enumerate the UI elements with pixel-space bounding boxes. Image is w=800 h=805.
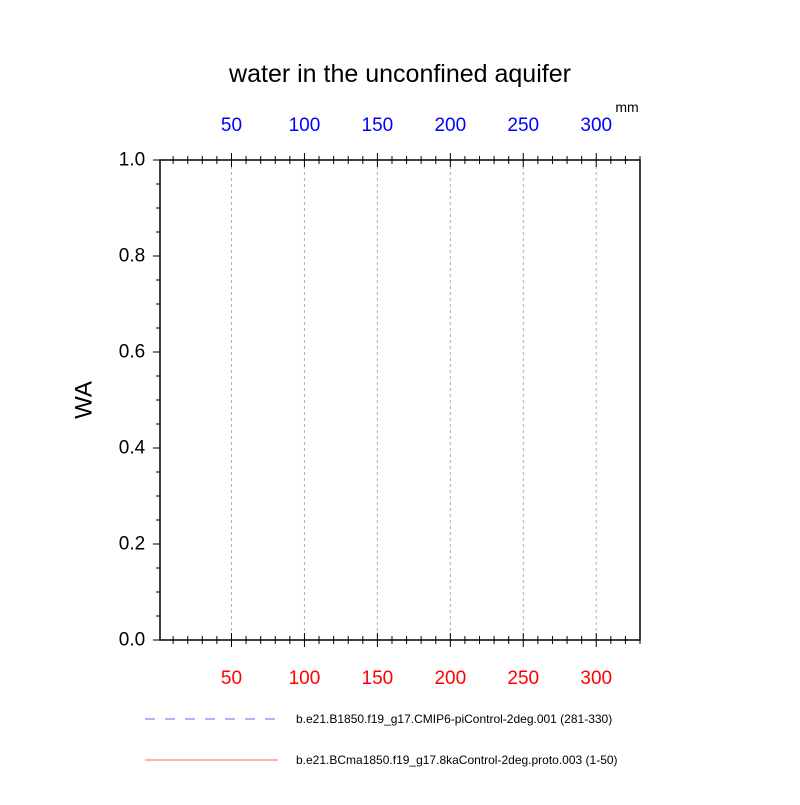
x-tick-label-bottom: 200: [434, 668, 466, 689]
x-tick-label-top: 300: [580, 115, 612, 136]
x-tick-label-bottom: 250: [507, 668, 539, 689]
y-tick-labels: 0.0 0.2 0.4 0.6 0.8 1.0: [119, 150, 146, 651]
x-tick-label-top: 150: [362, 115, 394, 136]
x-tick-labels-bottom: 50 100 150 200 250 300: [221, 668, 612, 689]
y-tick-label: 0.2: [119, 534, 145, 555]
x-tick-labels-top: 50 100 150 200 250 300: [221, 115, 612, 136]
x-tick-label-bottom: 150: [362, 668, 394, 689]
x-tick-label-top: 200: [434, 115, 466, 136]
y-tick-label: 0.0: [119, 630, 145, 651]
legend-label-1: b.e21.B1850.f19_g17.CMIP6-piControl-2deg…: [296, 712, 612, 726]
legend-label-2: b.e21.BCma1850.f19_g17.8kaControl-2deg.p…: [296, 753, 618, 767]
x-tick-label-top: 250: [507, 115, 539, 136]
vertical-grid-lines: [230, 160, 597, 640]
y-tick-label: 0.8: [119, 246, 145, 267]
top-axis-unit-label: mm: [615, 99, 638, 115]
plot-area-frame: [159, 159, 641, 641]
x-tick-label-top: 50: [221, 115, 242, 136]
x-tick-label-top: 100: [289, 115, 321, 136]
chart-title: water in the unconfined aquifer: [228, 60, 571, 88]
x-tick-label-bottom: 50: [221, 668, 242, 689]
y-axis-label: WA: [70, 381, 97, 419]
y-tick-label: 1.0: [119, 150, 145, 171]
legend: b.e21.B1850.f19_g17.CMIP6-piControl-2deg…: [145, 712, 618, 767]
x-tick-label-bottom: 100: [289, 668, 321, 689]
y-tick-label: 0.4: [119, 438, 146, 459]
axis-ticks: [153, 153, 641, 647]
y-tick-label: 0.6: [119, 342, 145, 363]
x-tick-label-bottom: 300: [580, 668, 612, 689]
